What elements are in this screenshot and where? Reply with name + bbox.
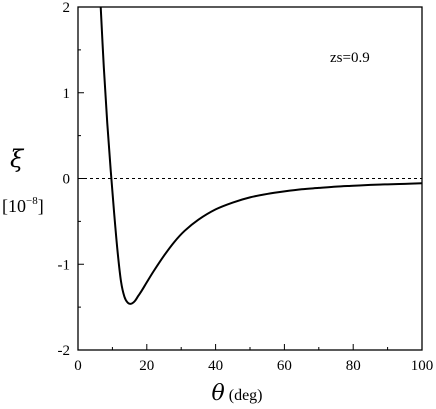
y-tick-label: -1 [58,257,71,273]
plot-frame [77,6,423,351]
plot-border [77,6,423,351]
y-tick-label: -2 [58,343,71,359]
x-axis-label-unit: (deg) [229,387,263,404]
y-tick-label: 0 [63,172,71,188]
annotation-zs: zs=0.9 [330,50,370,66]
y-axis-label-symbol: ξ [10,145,25,173]
y-axis-unit-prefix: [10 [2,196,26,216]
x-axis-ticks: 0 20 40 60 80 100 [74,344,433,374]
x-tick-label: 0 [74,358,82,374]
y-axis-unit-exponent: −8 [26,195,38,207]
x-tick-label: 20 [139,358,154,374]
x-tick-label: 60 [277,358,292,374]
x-tick-label: 80 [346,358,361,374]
y-axis-ticks: -2 -1 0 1 2 [58,0,84,359]
y-tick-label: 2 [63,0,71,16]
y-axis-label-unit: [10−8] [2,195,44,216]
x-axis-label-symbol: θ [211,381,224,406]
x-tick-label: 100 [411,358,434,374]
series-layer [99,7,422,305]
x-tick-label: 40 [208,358,223,374]
y-axis-unit-suffix: ] [38,196,44,216]
y-tick-label: 1 [63,86,71,102]
x-axis-label: θ (deg) [211,381,262,406]
series-line-xi [99,7,422,305]
